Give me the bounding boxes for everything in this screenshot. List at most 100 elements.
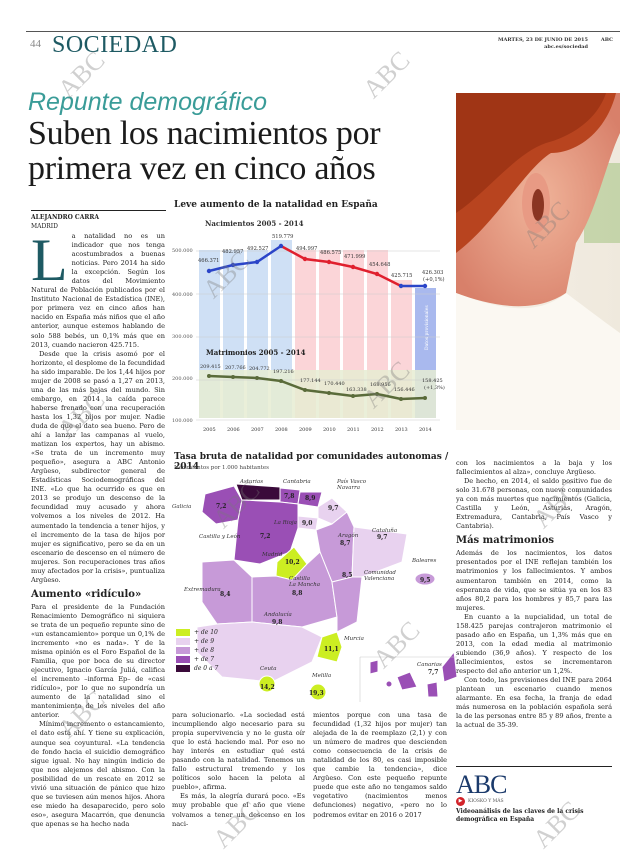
paragraph: En cuanto a la nupcialidad, un total de … [456, 612, 612, 675]
section-title: SOCIEDAD [52, 32, 178, 58]
paragraph: Es más, la alegría durará poco. «Es muy … [172, 792, 305, 828]
svg-text:9,0: 9,0 [302, 520, 312, 527]
svg-text:Castilla: Castilla [289, 576, 310, 582]
chart-subtitle-births: Nacimientos 2005 - 2014 [205, 219, 304, 228]
svg-text:(+0,1%): (+0,1%) [423, 276, 445, 283]
svg-text:466.371: 466.371 [198, 258, 219, 264]
paragraph: Además de los nacimientos, los datos pre… [456, 549, 612, 612]
svg-text:425.715: 425.715 [391, 273, 412, 279]
svg-text:170.440: 170.440 [324, 381, 345, 387]
svg-text:9,7: 9,7 [328, 505, 338, 512]
svg-text:Canarias: Canarias [417, 662, 442, 668]
svg-text:454.648: 454.648 [369, 262, 390, 268]
births-marriages-chart: Leve aumento de la natalidad en España N… [172, 200, 447, 440]
svg-text:Aragón: Aragón [337, 532, 359, 539]
svg-text:2005: 2005 [203, 427, 216, 433]
kiosko-badge: ▶ KIOSKO Y MÁS [456, 797, 612, 806]
page-number: 44 [30, 38, 41, 50]
paragraph: Para el presidente de la Fundación Renac… [31, 602, 165, 720]
svg-text:País Vasco: País Vasco [336, 478, 367, 485]
svg-text:8,4: 8,4 [220, 591, 230, 598]
section-url[interactable]: abc.es/sociedad [544, 43, 588, 50]
svg-text:200.000: 200.000 [172, 376, 193, 382]
svg-text:204.772: 204.772 [249, 366, 270, 372]
line-chart-svg: 500.000 400.000 200.000 100.000 300.000 … [172, 234, 445, 433]
svg-text:Melilla: Melilla [311, 673, 331, 679]
svg-text:Cataluña: Cataluña [372, 527, 397, 534]
svg-text:2014: 2014 [419, 427, 432, 433]
svg-text:8,7: 8,7 [340, 540, 350, 547]
svg-text:471.999: 471.999 [344, 254, 365, 260]
svg-text:2013: 2013 [395, 427, 408, 433]
author: ALEJANDRO CARRA [31, 214, 99, 221]
svg-text:2010: 2010 [323, 427, 336, 433]
paragraph: para solucionarlo. «La sociedad está inc… [172, 711, 305, 792]
svg-text:168.956: 168.956 [370, 382, 391, 388]
subhead-aumento-ridiculo: Aumento «ridículo» [31, 588, 142, 600]
svg-text:Baleares: Baleares [411, 558, 436, 564]
legend-item: + de 7 [176, 656, 218, 663]
svg-text:2011: 2011 [347, 427, 360, 433]
dateline: MARTES, 23 DE JUNIO DE 2015 abc.es/socie… [470, 37, 613, 50]
year-bars [199, 240, 436, 418]
map-subtitle: Nacimientos por 1.000 habitantes [174, 465, 269, 471]
svg-text:8,8: 8,8 [292, 590, 302, 597]
svg-text:400.000: 400.000 [172, 292, 193, 298]
svg-text:2007: 2007 [251, 427, 264, 433]
legend-item: + de 8 [176, 647, 218, 654]
svg-text:La Rioja: La Rioja [273, 520, 297, 526]
svg-text:8,9: 8,9 [305, 495, 315, 502]
svg-text:Cantabria: Cantabria [283, 479, 311, 485]
svg-text:163.338: 163.338 [346, 387, 367, 393]
svg-text:Ceuta: Ceuta [260, 666, 277, 672]
map-title: Tasa bruta de natalidad por comunidades … [174, 452, 449, 472]
svg-text:156.446: 156.446 [394, 387, 415, 393]
svg-text:8,5: 8,5 [342, 572, 352, 579]
svg-text:Valenciana: Valenciana [364, 576, 394, 582]
svg-text:2009: 2009 [299, 427, 312, 433]
svg-text:486.575: 486.575 [320, 250, 341, 256]
svg-text:492.527: 492.527 [247, 246, 268, 252]
article-column-2: para solucionarlo. «La sociedad está inc… [172, 711, 305, 829]
svg-text:La Mancha: La Mancha [288, 582, 320, 588]
byline: ALEJANDRO CARRA MADRID [31, 210, 166, 231]
svg-text:Extremadura: Extremadura [183, 587, 221, 593]
svg-text:2008: 2008 [275, 427, 288, 433]
svg-text:2006: 2006 [227, 427, 240, 433]
svg-text:Navarra: Navarra [336, 485, 360, 491]
legend-item: de 0 a 7 [176, 665, 218, 672]
photo-woman-neck [456, 93, 620, 430]
video-promo[interactable]: ABC ▶ KIOSKO Y MÁS Videoanálisis de las … [456, 766, 612, 823]
svg-text:9,5: 9,5 [420, 577, 430, 584]
promo-text: Videoanálisis de las claves de la crisis… [456, 808, 584, 823]
svg-text:Castilla y León: Castilla y León [199, 533, 241, 540]
svg-text:(+1,3%): (+1,3%) [424, 384, 445, 391]
svg-text:482.957: 482.957 [222, 249, 243, 255]
svg-text:7,8: 7,8 [284, 493, 294, 500]
svg-text:9,7: 9,7 [377, 534, 387, 541]
abc-logo: ABC [456, 770, 507, 799]
kicker: Repunte demográfico [28, 88, 268, 116]
location: MADRID [31, 223, 58, 230]
svg-text:519.779: 519.779 [272, 234, 293, 240]
svg-text:Matrimonios 2005 - 2014: Matrimonios 2005 - 2014 [206, 348, 306, 357]
svg-text:207.766: 207.766 [225, 365, 246, 371]
birth-rate-map: Tasa bruta de natalidad por comunidades … [172, 452, 457, 702]
article-column-4: con los nacimientos a la baja y los fall… [456, 459, 612, 730]
svg-text:2012: 2012 [371, 427, 384, 433]
svg-text:158.425: 158.425 [422, 378, 443, 384]
svg-text:7,7: 7,7 [428, 669, 438, 676]
svg-text:Andalucía: Andalucía [263, 611, 292, 618]
svg-text:Madrid: Madrid [261, 552, 283, 558]
photo-illustration [456, 93, 620, 430]
svg-text:11,1: 11,1 [324, 646, 339, 653]
svg-text:494.997: 494.997 [296, 246, 317, 252]
svg-text:Murcia: Murcia [343, 636, 364, 642]
paragraph: Desde que la crisis asomó por el horizon… [31, 349, 165, 584]
svg-text:Galicia: Galicia [172, 504, 191, 510]
svg-text:426.303: 426.303 [422, 270, 443, 276]
svg-text:19,3: 19,3 [309, 690, 324, 697]
svg-text:10,2: 10,2 [285, 559, 300, 566]
paragraph: Mínimo incremento o estancamiento, el da… [31, 720, 165, 828]
